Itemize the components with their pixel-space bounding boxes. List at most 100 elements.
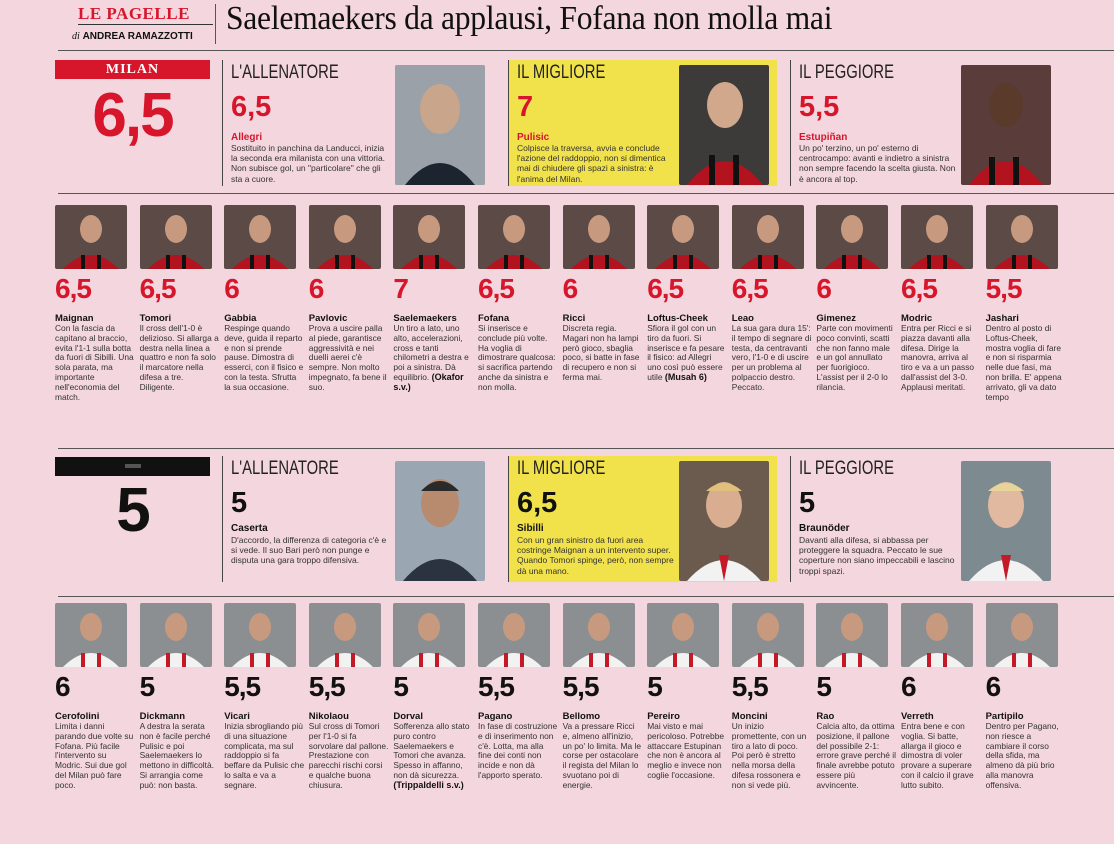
player-comment: Si inserisce e conclude più volte. Ha vo… [478,323,558,393]
player-grade: 5 [816,671,832,702]
player-comment-text: Dentro per Pagano, non riesce a cambiare… [985,721,1059,790]
player-comment: Sofferenza allo stato puro contro Saelem… [393,721,473,791]
coach-name: Caserta [231,523,268,534]
player-comment-text: Prova a uscire palla al piede, garantisc… [308,323,387,392]
player-comment: Respinge quando deve, guida il reparto e… [224,323,304,393]
best-title: IL MIGLIORE [517,62,606,83]
player-name: Cerofolini [55,711,100,722]
player-photo [393,205,466,269]
divider-milan [58,193,1114,194]
player-photo [55,603,127,667]
player-photo [562,205,635,269]
best-text: Con un gran sinistro da fuori area costr… [517,535,674,576]
player-comment: Sfiora il gol con un tiro da fuori. Si i… [647,323,727,383]
player-photo [731,603,804,667]
player-card: 6,5 Maignan Con la fascia da capitano al b… [55,205,135,445]
best-text: Colpisce la traversa, avvia e conclude l… [517,143,666,184]
player-photo [139,205,212,269]
player-card: 5,5 Pagano In fase di costruzione e di ins… [478,603,557,843]
player-name: Nikolaou [308,711,349,722]
team-grade-bari: 5 [116,476,150,545]
player-name: Jashari [985,313,1019,324]
best-name: Sibilli [517,523,544,534]
player-comment: Con la fascia da capitano al braccio, ev… [55,323,135,402]
player-card: 6 Ricci Discreta regia. Magari non ha lamp… [562,205,641,445]
player-photo [55,205,127,269]
player-photo [901,603,973,667]
player-comment-text: Sofferenza allo stato puro contro Saelem… [393,721,470,780]
player-name: Gimenez [816,313,856,324]
best-name: Pulisic [517,132,550,143]
player-card: 7 Saelemaekers Un tiro a lato, uno alto, a… [393,205,471,445]
player-comment-text: Va a pressare Ricci e, almeno all'inizio… [562,721,641,790]
worst-text: Un po' terzino, un po' esterno di centro… [799,143,956,184]
worst-text: Davanti alla difesa, si abbassa per prot… [799,535,955,576]
bari-logo [55,457,210,476]
coach-title: L'ALLENATORE [231,458,339,479]
worst-name: Estupiñan [799,132,848,143]
coach-panel-bari: L'ALLENATORE 5 Caserta D'accordo, la dif… [222,456,495,582]
divider-mid [58,448,1114,449]
player-name: Bellomo [562,711,601,722]
player-comment: Il cross dell'1-0 è delizioso. Si allarg… [140,323,220,393]
player-comment: Inizia sbrogliando più di una situazione… [224,721,304,791]
player-photo [816,603,889,667]
player-card: 6 Partipilo Dentro per Pagano, non riesce … [985,603,1064,843]
player-card: 6,5 Fofana Si inserisce e conclude più vol… [478,205,556,445]
byline-prefix: di [72,31,80,42]
player-photo [224,205,297,269]
worst-panel-bari: IL PEGGIORE 5 Braunöder Davanti alla dif… [790,456,1059,582]
player-card: 5,5 Jashari Dentro al posto di Loftus-Chee… [985,205,1064,445]
player-grade: 7 [393,273,409,304]
best-grade: 6,5 [517,487,558,519]
player-card: 6 Verreth Entra bene e con voglia. Si batt… [901,603,979,843]
player-grade: 6 [224,273,240,304]
player-comment: Mai visto e mai pericoloso. Potrebbe att… [647,721,727,781]
player-card: 5 Dickmann A destra la serata non è facile… [139,603,218,843]
player-comment-text: Respinge quando deve, guida il reparto e… [224,323,304,392]
player-card: 5 Dorval Sofferenza allo stato puro contro… [393,603,471,843]
substitute-note: (Trippaldelli s.v.) [393,779,464,790]
player-name: Pagano [478,711,513,722]
coach-photo [395,461,485,581]
player-grade: 6 [816,273,832,304]
player-name: Partipilo [985,711,1024,722]
worst-name: Braunöder [799,523,850,534]
player-photo [139,603,212,667]
player-card: 5 Rao Calcia alto, da ottima posizione, il… [816,603,896,843]
player-grade: 6,5 [55,273,92,304]
player-name: Leao [731,313,754,324]
player-comment-text: Entra bene e con voglia. Si batte, allar… [901,721,974,790]
player-comment: La sua gara dura 15': il tempo di segnar… [732,323,812,393]
best-panel-bari: IL MIGLIORE 6,5 Sibilli Con un gran sini… [508,456,777,582]
player-grade: 5 [139,671,156,702]
player-comment-text: Un inizio promettente, con un tiro a lat… [731,721,807,790]
worst-title: IL PEGGIORE [799,458,894,479]
player-grade: 6,5 [901,273,938,304]
divider-top [58,50,1114,51]
player-grade: 5 [393,671,409,702]
player-comment-text: Entra per Ricci e si piazza davanti alla… [901,323,975,392]
player-photo [393,603,466,667]
player-grade: 6 [985,671,1002,702]
player-comment: Entra bene e con voglia. Si batte, allar… [901,721,981,791]
player-grade: 6 [901,671,917,702]
player-card: 5,5 Moncini Un inizio promettente, con un … [731,603,810,843]
player-card: 5,5 Vicari Inizia sbrogliando più di una s… [224,603,304,843]
coach-name: Allegri [231,132,263,143]
team-bar-bari [55,457,210,476]
player-grade: 5,5 [224,671,261,702]
best-grade: 7 [517,91,534,123]
player-card: 6,5 Tomori Il cross dell'1-0 è delizioso. … [139,205,220,445]
team-grade-milan: 6,5 [92,81,174,150]
player-photo [224,603,297,667]
player-comment: Limita i danni parando due volte su Fofa… [55,721,135,791]
player-photo [816,205,889,269]
masthead-divider [215,4,216,44]
headline: Saelemaekers da applausi, Fofana non mol… [226,0,833,37]
player-photo [647,603,720,667]
player-grade: 5,5 [562,671,600,702]
player-photo [308,205,381,269]
player-name: Dorval [393,711,423,722]
player-comment-text: Mai visto e mai pericoloso. Potrebbe att… [647,721,725,780]
